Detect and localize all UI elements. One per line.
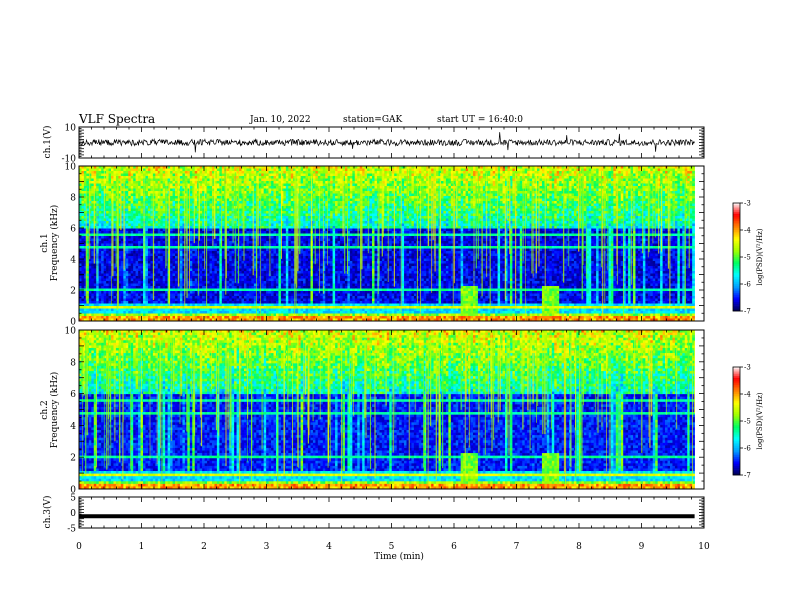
xtick-1: 1 xyxy=(139,542,145,552)
spectrogram-ch2-ytick-3: 6 xyxy=(70,390,76,400)
spectrogram-ch1-colorbar: -3 -4 -5 -6 -7 log(PSD)(V²/Hz) xyxy=(733,200,764,316)
spectrogram-ch2-colorbar-tick-3: -6 xyxy=(744,445,751,453)
spectrogram-ch1-ytick-5: 10 xyxy=(65,163,77,173)
spectrogram-ch1-colorbar-tick-2: -5 xyxy=(744,254,751,262)
xtick-0: 0 xyxy=(76,542,82,552)
ch3-waveform-ytick-0: 5 xyxy=(70,494,76,504)
ch3-waveform-ytick-1: 0 xyxy=(70,509,76,519)
spectrogram-ch1-colorbar-tick-3: -6 xyxy=(744,281,751,289)
xtick-2: 2 xyxy=(201,542,207,552)
spectrogram-ch2-ytick-2: 4 xyxy=(70,422,76,432)
spectrogram-ch2-ytick-4: 8 xyxy=(70,358,76,368)
spectrogram-ch2-ytick-5: 10 xyxy=(65,327,77,337)
ch3-waveform-ytick-2: -5 xyxy=(67,525,76,535)
header-station: station=GAK xyxy=(343,115,402,125)
spectrogram-ch2-colorbar: -3 -4 -5 -6 -7 log(PSD)(V²/Hz) xyxy=(733,364,764,480)
spectrogram-ch2-colorbar-tick-4: -7 xyxy=(744,472,751,480)
ch1-waveform-line xyxy=(79,132,695,152)
xtick-6: 6 xyxy=(451,542,457,552)
xtick-3: 3 xyxy=(264,542,270,552)
spectrogram-ch1-ylabel: ch.1Frequency (kHz) xyxy=(40,205,60,282)
figure-title: VLF Spectra xyxy=(79,112,155,126)
spectrogram-ch2-colorbar-tick-1: -4 xyxy=(744,391,751,399)
xtick-8: 8 xyxy=(576,542,582,552)
spectrogram-ch1-colorbar-label: log(PSD)(V²/Hz) xyxy=(756,228,764,285)
spectrogram-ch1-ytick-4: 8 xyxy=(70,194,76,204)
spectrogram-ch2-colorbar-tick-2: -5 xyxy=(744,418,751,426)
ch1-waveform-ylabel: ch.1(V) xyxy=(42,126,53,159)
xtick-5: 5 xyxy=(389,542,395,552)
spectrogram-ch2-ytick-1: 2 xyxy=(70,454,76,464)
spectrogram-ch2-colorbar-tick-0: -3 xyxy=(744,364,751,372)
spectrogram-ch1-ytick-3: 6 xyxy=(70,225,76,235)
spectrogram-ch2-colorbar-label: log(PSD)(V²/Hz) xyxy=(756,392,764,449)
xtick-7: 7 xyxy=(514,542,520,552)
xtick-9: 9 xyxy=(639,542,645,552)
spectrogram-ch2-ylabel: ch.2Frequency (kHz) xyxy=(40,372,60,449)
header-date: Jan. 10, 2022 xyxy=(250,115,311,125)
spectrogram-ch1-ytick-1: 2 xyxy=(70,287,76,297)
ch3-waveform-ylabel: ch.3(V) xyxy=(42,496,53,529)
spectrogram-ch1-colorbar-tick-1: -4 xyxy=(744,227,751,235)
header-start-time: start UT = 16:40:0 xyxy=(437,115,523,125)
xtick-4: 4 xyxy=(326,542,332,552)
ch1-waveform-ytick-0: 10 xyxy=(65,124,77,134)
spectrogram-ch1-colorbar-tick-4: -7 xyxy=(744,308,751,316)
spectrogram-ch1-colorbar-tick-0: -3 xyxy=(744,200,751,208)
xtick-10: 10 xyxy=(698,542,710,552)
spectrogram-ch1-ytick-2: 4 xyxy=(70,256,76,266)
x-axis-label: Time (min) xyxy=(374,551,424,562)
